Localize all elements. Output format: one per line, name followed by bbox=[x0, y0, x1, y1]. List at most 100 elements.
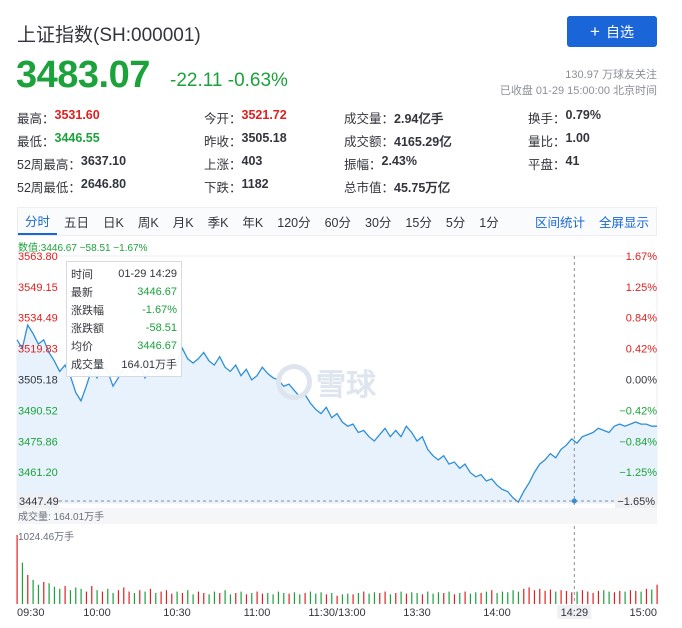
volume-bar bbox=[117, 590, 120, 604]
tab-1[interactable]: 五日 bbox=[64, 216, 90, 230]
volume-bar bbox=[555, 591, 557, 604]
volume-bar bbox=[448, 591, 450, 604]
volume-bar bbox=[459, 592, 461, 604]
range-stats-link[interactable]: 区间统计 bbox=[534, 216, 585, 230]
volume-bar bbox=[37, 584, 40, 604]
volume-bar bbox=[48, 583, 50, 604]
tab-10[interactable]: 15分 bbox=[405, 216, 432, 230]
volume-bar bbox=[283, 592, 285, 604]
quote-value: 41 bbox=[565, 154, 580, 168]
plus-icon: + bbox=[590, 22, 600, 41]
quote-value: 45.75万亿 bbox=[394, 181, 451, 195]
volume-bar bbox=[373, 592, 376, 604]
volume-bar bbox=[347, 593, 349, 604]
add-watchlist-button[interactable]: + 自选 bbox=[567, 16, 657, 47]
volume-bar bbox=[245, 594, 248, 604]
fullscreen-link[interactable]: 全屏显示 bbox=[598, 216, 649, 230]
tab-8[interactable]: 60分 bbox=[324, 216, 352, 230]
volume-bar bbox=[123, 587, 125, 604]
volume-bar bbox=[96, 590, 98, 604]
volume-bar bbox=[480, 592, 482, 604]
volume-bar bbox=[491, 590, 493, 604]
volume-bar bbox=[229, 594, 232, 604]
tooltip-value: -1.67% bbox=[142, 304, 177, 316]
volume-bar bbox=[325, 594, 328, 604]
tab-12[interactable]: 1分 bbox=[479, 216, 499, 230]
volume-bar bbox=[603, 590, 605, 604]
volume-bar bbox=[85, 591, 88, 604]
volume-bar bbox=[379, 592, 381, 604]
pct-tick-label: 1.25% bbox=[626, 282, 657, 294]
tab-7[interactable]: 120分 bbox=[277, 216, 311, 230]
volume-bar bbox=[539, 588, 541, 604]
volume-bar bbox=[155, 592, 157, 604]
pct-tick-label: 1.67% bbox=[626, 252, 657, 263]
tab-11[interactable]: 5分 bbox=[445, 216, 466, 230]
tab-6[interactable]: 年K bbox=[242, 216, 264, 230]
tab-3[interactable]: 周K bbox=[137, 216, 159, 230]
volume-bar bbox=[464, 591, 466, 604]
pct-tick-label: −0.42% bbox=[619, 405, 657, 417]
crosshair-pct-label: −1.65% bbox=[617, 496, 655, 508]
volume-bar bbox=[133, 592, 136, 604]
price-tick-label: 3505.18 bbox=[18, 374, 58, 386]
quote-value: 0.79% bbox=[565, 108, 601, 122]
volume-bar bbox=[512, 590, 514, 604]
tooltip-key: 涨跌幅 bbox=[71, 305, 104, 317]
tab-5[interactable]: 季K bbox=[207, 216, 229, 230]
time-tick-label: 13:30 bbox=[403, 607, 431, 619]
tooltip-row: 时间 01-29 14:29 bbox=[71, 265, 177, 283]
tab-0[interactable]: 分时 bbox=[18, 208, 58, 235]
price-tick-label: 3475.86 bbox=[18, 436, 58, 448]
tab-9[interactable]: 30分 bbox=[365, 216, 392, 230]
volume-bar bbox=[645, 588, 648, 604]
volume-bar bbox=[411, 592, 413, 604]
quote-label: 52周最高： bbox=[17, 158, 81, 172]
volume-bar bbox=[352, 594, 354, 604]
volume-bar bbox=[203, 592, 205, 604]
volume-bar bbox=[208, 594, 210, 604]
quote-label: 最高： bbox=[17, 112, 55, 126]
volume-bar bbox=[640, 591, 642, 604]
quote-label: 上涨： bbox=[204, 158, 242, 172]
volume-bar bbox=[613, 592, 616, 604]
price-tick-label: 3490.52 bbox=[18, 405, 58, 417]
volume-bar bbox=[587, 591, 589, 604]
time-tick-label: 14:29 bbox=[561, 607, 589, 619]
tab-2[interactable]: 日K bbox=[103, 216, 124, 230]
followers-count: 130.97 万球友关注 bbox=[565, 69, 657, 81]
quote-cell: 昨收： 3505.18 bbox=[204, 131, 344, 150]
volume-bar bbox=[267, 592, 269, 604]
volume-bar bbox=[389, 594, 392, 604]
tooltip-value: -58.51 bbox=[145, 322, 177, 334]
tooltip-key: 均价 bbox=[71, 341, 93, 353]
time-tick-label: 10:00 bbox=[83, 607, 111, 619]
tooltip-key: 最新 bbox=[71, 287, 93, 299]
volume-bar bbox=[139, 590, 141, 604]
quote-value: 2.43% bbox=[381, 154, 417, 168]
tab-actions: 区间统计 全屏显示 bbox=[528, 212, 656, 231]
tooltip-value: 01-29 14:29 bbox=[118, 268, 177, 280]
volume-bar bbox=[336, 595, 338, 604]
volume-bar bbox=[165, 590, 168, 604]
volume-bar bbox=[128, 591, 130, 604]
volume-bar bbox=[421, 594, 424, 604]
quote-cell: 下跌： 1182 bbox=[204, 177, 344, 196]
pct-tick-label: 0.00% bbox=[626, 374, 657, 386]
quote-value: 3505.18 bbox=[241, 131, 287, 145]
tooltip-row: 成交量 164.01万手 bbox=[71, 355, 177, 373]
volume-bar bbox=[224, 590, 226, 604]
price-tick-label: 3549.15 bbox=[18, 282, 58, 294]
tab-4[interactable]: 月K bbox=[172, 216, 194, 230]
volume-bar bbox=[59, 588, 61, 604]
quote-value: 2.94亿手 bbox=[394, 112, 444, 126]
volume-bar bbox=[496, 592, 498, 604]
crosshair-price-label: 3447.49 bbox=[19, 496, 59, 508]
volume-bar bbox=[571, 592, 573, 604]
quote-label: 昨收： bbox=[204, 135, 242, 149]
crosshair-price-box bbox=[17, 494, 59, 509]
volume-bar bbox=[357, 592, 360, 604]
quote-cell: 最低： 3446.55 bbox=[17, 131, 204, 150]
quote-cell: 振幅： 2.43% bbox=[344, 154, 528, 173]
volume-bar bbox=[91, 586, 93, 604]
